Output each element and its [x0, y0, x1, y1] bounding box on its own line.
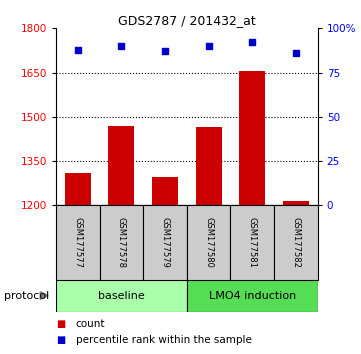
Point: [206, 43, 212, 49]
Bar: [56, 280, 187, 312]
Bar: [187, 205, 230, 280]
Text: count: count: [76, 319, 105, 329]
Text: percentile rank within the sample: percentile rank within the sample: [76, 335, 252, 345]
Point: [249, 40, 255, 45]
Text: ■: ■: [56, 335, 65, 345]
Text: LMO4 induction: LMO4 induction: [209, 291, 296, 301]
Point: [162, 48, 168, 54]
Title: GDS2787 / 201432_at: GDS2787 / 201432_at: [118, 14, 256, 27]
Bar: [100, 205, 143, 280]
Bar: [196, 127, 222, 205]
Text: GSM177582: GSM177582: [291, 217, 300, 268]
Bar: [108, 126, 135, 205]
Bar: [56, 205, 100, 280]
Text: GSM177577: GSM177577: [73, 217, 82, 268]
Bar: [274, 205, 318, 280]
Text: ■: ■: [56, 319, 65, 329]
Text: baseline: baseline: [98, 291, 145, 301]
Text: GSM177581: GSM177581: [248, 217, 257, 268]
Text: GSM177580: GSM177580: [204, 217, 213, 268]
Bar: [152, 177, 178, 205]
Text: protocol: protocol: [4, 291, 49, 301]
Bar: [239, 71, 265, 205]
Bar: [230, 205, 274, 280]
Bar: [65, 173, 91, 205]
Point: [293, 50, 299, 56]
Bar: [187, 280, 318, 312]
Point: [118, 43, 124, 49]
Point: [75, 47, 81, 52]
Text: GSM177579: GSM177579: [161, 217, 170, 268]
Bar: [283, 201, 309, 205]
Bar: [143, 205, 187, 280]
Text: GSM177578: GSM177578: [117, 217, 126, 268]
